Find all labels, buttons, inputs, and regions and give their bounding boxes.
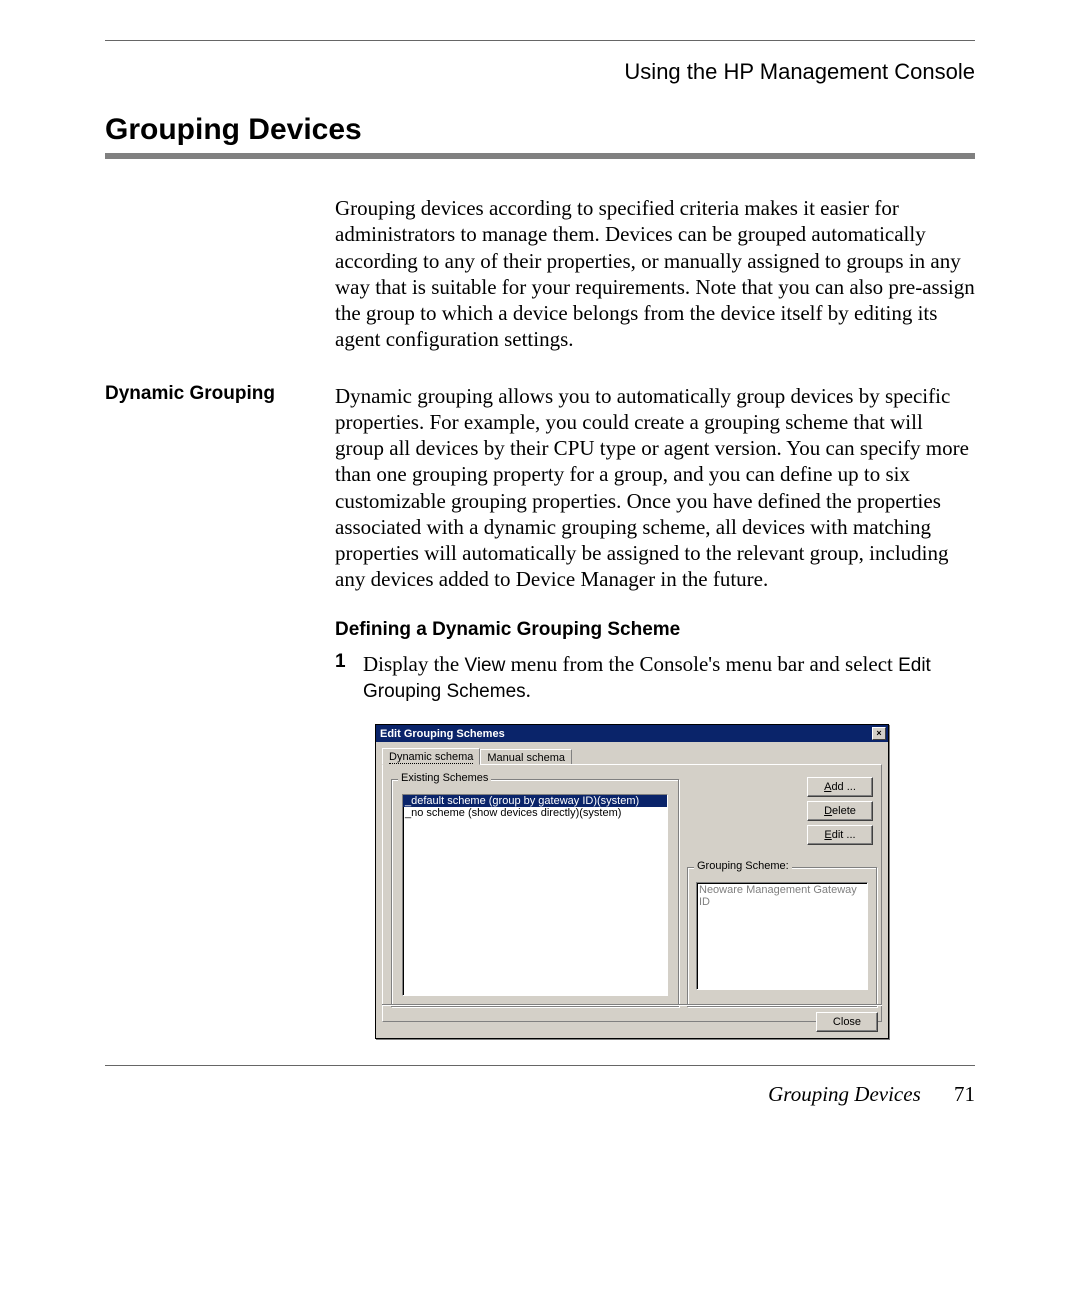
existing-schemes-legend: Existing Schemes xyxy=(398,772,491,784)
step-number: 1 xyxy=(335,651,363,673)
edit-grouping-schemes-dialog: Edit Grouping Schemes × Dynamic schema M… xyxy=(375,724,889,1039)
tab-dynamic-schema[interactable]: Dynamic schema xyxy=(382,748,480,765)
page-number: 71 xyxy=(954,1082,975,1106)
dynamic-grouping-block: Dynamic Grouping Dynamic grouping allows… xyxy=(105,383,975,1040)
document-page: Using the HP Management Console Grouping… xyxy=(0,0,1080,1311)
delete-button[interactable]: Delete xyxy=(807,801,873,821)
list-item[interactable]: _default scheme (group by gateway ID)(sy… xyxy=(403,795,667,807)
dialog-titlebar: Edit Grouping Schemes × xyxy=(376,725,888,742)
close-icon[interactable]: × xyxy=(872,727,886,740)
step-text-part: menu from the Console's menu bar and sel… xyxy=(505,652,898,676)
list-item[interactable]: _no scheme (show devices directly)(syste… xyxy=(403,807,667,819)
intro-text: Grouping devices according to specified … xyxy=(335,195,975,353)
add-button[interactable]: Add ... xyxy=(807,777,873,797)
tab-panel: Existing Schemes _default scheme (group … xyxy=(382,764,882,1022)
button-column: Add ... Delete Edit ... xyxy=(807,777,873,845)
dialog-title: Edit Grouping Schemes xyxy=(380,728,505,740)
dialog-screenshot: Edit Grouping Schemes × Dynamic schema M… xyxy=(375,724,975,1039)
dialog-body: Dynamic schema Manual schema Existing Sc… xyxy=(376,742,888,1038)
close-button[interactable]: Close xyxy=(816,1012,878,1032)
schemes-listbox[interactable]: _default scheme (group by gateway ID)(sy… xyxy=(402,794,668,996)
intro-block: Grouping devices according to specified … xyxy=(105,195,975,353)
step-text: Display the View menu from the Console's… xyxy=(363,651,975,705)
step-1: 1 Display the View menu from the Console… xyxy=(335,651,975,705)
top-rule xyxy=(105,40,975,41)
footer-rule xyxy=(105,1065,975,1066)
grouping-scheme-group: Grouping Scheme: Neoware Management Gate… xyxy=(687,867,877,1007)
step-text-part: Display the xyxy=(363,652,464,676)
subheading: Defining a Dynamic Grouping Scheme xyxy=(335,619,975,641)
existing-schemes-group: Existing Schemes _default scheme (group … xyxy=(391,779,679,1007)
section-title: Grouping Devices xyxy=(105,113,975,147)
footer-title: Grouping Devices xyxy=(768,1082,921,1106)
step-text-part: . xyxy=(526,678,531,702)
dynamic-grouping-body: Dynamic grouping allows you to automatic… xyxy=(335,383,975,593)
scheme-value: Neoware Management Gateway ID xyxy=(699,884,865,908)
menu-name: View xyxy=(464,655,505,676)
grouping-scheme-list[interactable]: Neoware Management Gateway ID xyxy=(696,882,868,990)
grouping-scheme-legend: Grouping Scheme: xyxy=(694,860,792,872)
chapter-header: Using the HP Management Console xyxy=(105,59,975,85)
page-footer: Grouping Devices 71 xyxy=(105,1082,975,1107)
section-rule xyxy=(105,153,975,159)
tab-strip: Dynamic schema Manual schema xyxy=(382,746,882,764)
edit-button[interactable]: Edit ... xyxy=(807,825,873,845)
separator xyxy=(382,1004,882,1006)
dynamic-grouping-label: Dynamic Grouping xyxy=(105,383,325,405)
tab-manual-schema[interactable]: Manual schema xyxy=(480,749,572,765)
